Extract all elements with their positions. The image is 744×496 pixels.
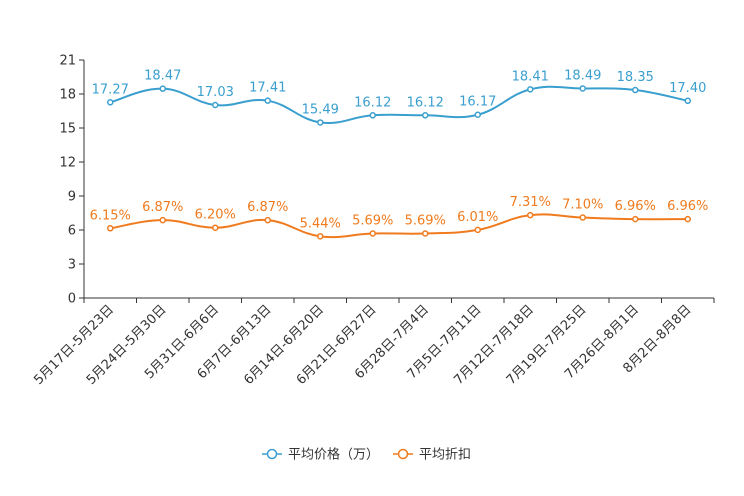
- data-point: [317, 233, 324, 240]
- y-tick-label: 12: [59, 156, 76, 171]
- data-label: 7.10%: [562, 198, 603, 213]
- data-label: 6.87%: [247, 200, 288, 215]
- legend: 平均价格（万） 平均折扣: [262, 447, 471, 463]
- data-point: [474, 111, 481, 118]
- data-point: [107, 99, 114, 106]
- data-label: 17.27: [92, 82, 129, 97]
- data-point: [159, 85, 166, 92]
- data-label: 6.87%: [142, 200, 183, 215]
- series-line: [110, 213, 688, 239]
- data-label: 6.96%: [615, 199, 656, 214]
- data-point: [422, 112, 429, 119]
- legend-swatch-marker: [397, 448, 409, 460]
- series-1: 17.27 18.47 17.03 17.41 15.49 16.12 16.12 16.17…: [92, 68, 706, 126]
- data-point: [527, 211, 534, 219]
- data-point: [212, 224, 219, 231]
- data-label: 18.49: [564, 68, 601, 83]
- data-label: 18.35: [617, 70, 654, 85]
- data-label: 6.96%: [667, 199, 708, 214]
- data-label: 16.17: [459, 95, 496, 110]
- data-point: [474, 226, 481, 234]
- y-tick-label: 18: [59, 88, 76, 103]
- data-point: [684, 215, 691, 223]
- legend-label: 平均价格（万）: [288, 447, 379, 463]
- data-label: 15.49: [302, 102, 339, 117]
- legend-swatch-marker: [266, 448, 278, 460]
- data-label: 5.69%: [405, 214, 446, 229]
- data-point: [527, 86, 534, 93]
- legend-item-1[interactable]: 平均价格（万）: [262, 447, 379, 463]
- data-label: 7.31%: [510, 195, 551, 210]
- data-point: [264, 97, 271, 104]
- data-label: 16.12: [407, 95, 444, 110]
- series-2: 6.15% 6.87% 6.20% 6.87% 5.44% 5.69% 5.69% 6.01%…: [90, 195, 708, 240]
- data-point: [212, 101, 219, 109]
- y-tick-label: 15: [59, 122, 76, 137]
- data-point: [684, 97, 691, 105]
- data-label: 6.15%: [90, 208, 131, 223]
- data-label: 18.41: [512, 69, 549, 84]
- data-label: 5.69%: [352, 214, 393, 229]
- y-tick-label: 3: [68, 258, 76, 273]
- data-point: [264, 216, 271, 224]
- data-point: [579, 214, 586, 221]
- data-label: 17.40: [669, 81, 706, 96]
- y-tick-label: 21: [59, 54, 76, 69]
- legend-label: 平均折扣: [419, 448, 471, 463]
- series-layer: 17.27 18.47 17.03 17.41 15.49 16.12 16.12 16.17…: [90, 68, 708, 240]
- data-point: [632, 215, 639, 223]
- data-label: 6.20%: [195, 208, 236, 223]
- data-point: [579, 85, 586, 92]
- y-tick-label: 6: [68, 224, 76, 239]
- data-label: 16.12: [354, 95, 391, 110]
- data-label: 17.41: [249, 81, 286, 96]
- data-label: 5.44%: [300, 216, 341, 231]
- series-line: [109, 85, 688, 125]
- data-point: [422, 230, 429, 237]
- data-point: [369, 230, 376, 237]
- data-point: [632, 86, 639, 94]
- data-point: [317, 119, 324, 126]
- y-tick-label: 0: [68, 292, 76, 307]
- data-label: 18.47: [144, 69, 181, 84]
- legend-item-2[interactable]: 平均折扣: [393, 448, 471, 463]
- data-label: 6.01%: [457, 210, 498, 225]
- data-point: [159, 216, 166, 224]
- data-label: 17.03: [197, 85, 234, 100]
- data-point: [369, 112, 376, 119]
- y-tick-label: 9: [68, 190, 76, 205]
- data-point: [107, 225, 114, 232]
